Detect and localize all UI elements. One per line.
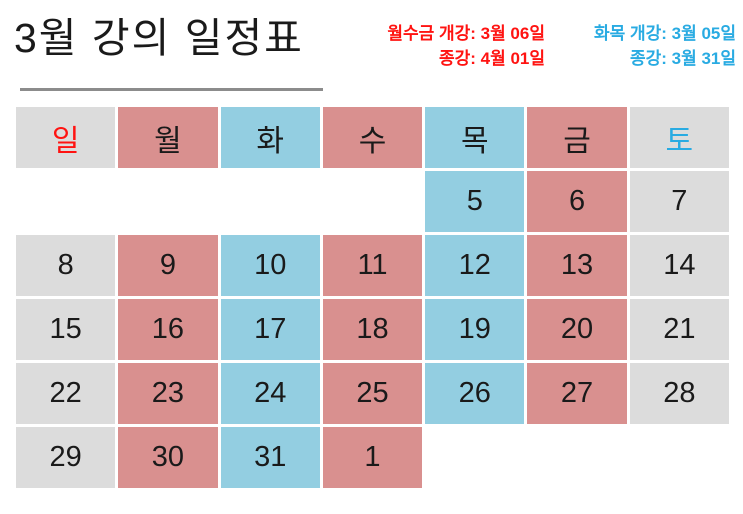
day-cell-10: 10: [220, 235, 320, 296]
empty-cell: [323, 171, 422, 232]
empty-cell: [527, 427, 626, 488]
day-cell-23: 23: [118, 363, 218, 424]
day-cell-22: 22: [16, 363, 116, 424]
tue-thu-end-date: 종강: 3월 31일: [629, 49, 736, 68]
day-cell-8: 8: [16, 235, 116, 296]
day-cell-29: 29: [16, 427, 116, 488]
empty-cell: [221, 171, 320, 232]
tue-thu-course-dates: 화목 개강: 3월 05일 종강: 3월 31일: [594, 21, 736, 71]
day-cell-11: 11: [322, 235, 423, 296]
empty-cell: [118, 171, 217, 232]
page-title: 3월 강의 일정표: [14, 15, 304, 61]
day-cell-27: 27: [527, 363, 627, 424]
empty-cell: [425, 427, 524, 488]
day-cell-12: 12: [425, 235, 525, 296]
march-calendar-grid: 일 월 화 수 목 금 토 5 6 7 8 9 10 11 12 13 14 15 16 17 18 19 20 21 22 23…: [16, 107, 729, 488]
day-cell-19: 19: [425, 299, 525, 360]
title-underline: [20, 88, 323, 91]
weekday-header-fri: 금: [527, 107, 627, 168]
mon-wed-fri-start-date: 월수금 개강: 3월 06일: [387, 24, 545, 43]
day-cell-17: 17: [220, 299, 320, 360]
mon-wed-fri-course-dates: 월수금 개강: 3월 06일 종강: 4월 01일: [387, 21, 545, 71]
weekday-header-tue: 화: [220, 107, 320, 168]
day-cell-1: 1: [322, 427, 423, 488]
day-cell-25: 25: [322, 363, 423, 424]
weekday-header-mon: 월: [118, 107, 218, 168]
day-cell-7: 7: [629, 171, 729, 232]
weekday-header-wed: 수: [322, 107, 423, 168]
day-cell-18: 18: [322, 299, 423, 360]
day-cell-31: 31: [220, 427, 320, 488]
day-cell-14: 14: [629, 235, 729, 296]
day-cell-13: 13: [527, 235, 627, 296]
day-cell-24: 24: [220, 363, 320, 424]
weekday-header-thu: 목: [425, 107, 525, 168]
tue-thu-start-date: 화목 개강: 3월 05일: [593, 24, 736, 43]
day-cell-21: 21: [629, 299, 729, 360]
day-cell-16: 16: [118, 299, 218, 360]
weekday-header-sat: 토: [629, 107, 729, 168]
day-cell-26: 26: [425, 363, 525, 424]
day-cell-9: 9: [118, 235, 218, 296]
weekday-header-sun: 일: [16, 107, 116, 168]
empty-cell: [16, 171, 115, 232]
day-cell-5: 5: [425, 171, 525, 232]
day-cell-30: 30: [118, 427, 218, 488]
day-cell-28: 28: [629, 363, 729, 424]
mon-wed-fri-end-date: 종강: 4월 01일: [438, 49, 545, 68]
day-cell-15: 15: [16, 299, 116, 360]
day-cell-20: 20: [527, 299, 627, 360]
empty-cell: [630, 427, 729, 488]
day-cell-6: 6: [527, 171, 627, 232]
